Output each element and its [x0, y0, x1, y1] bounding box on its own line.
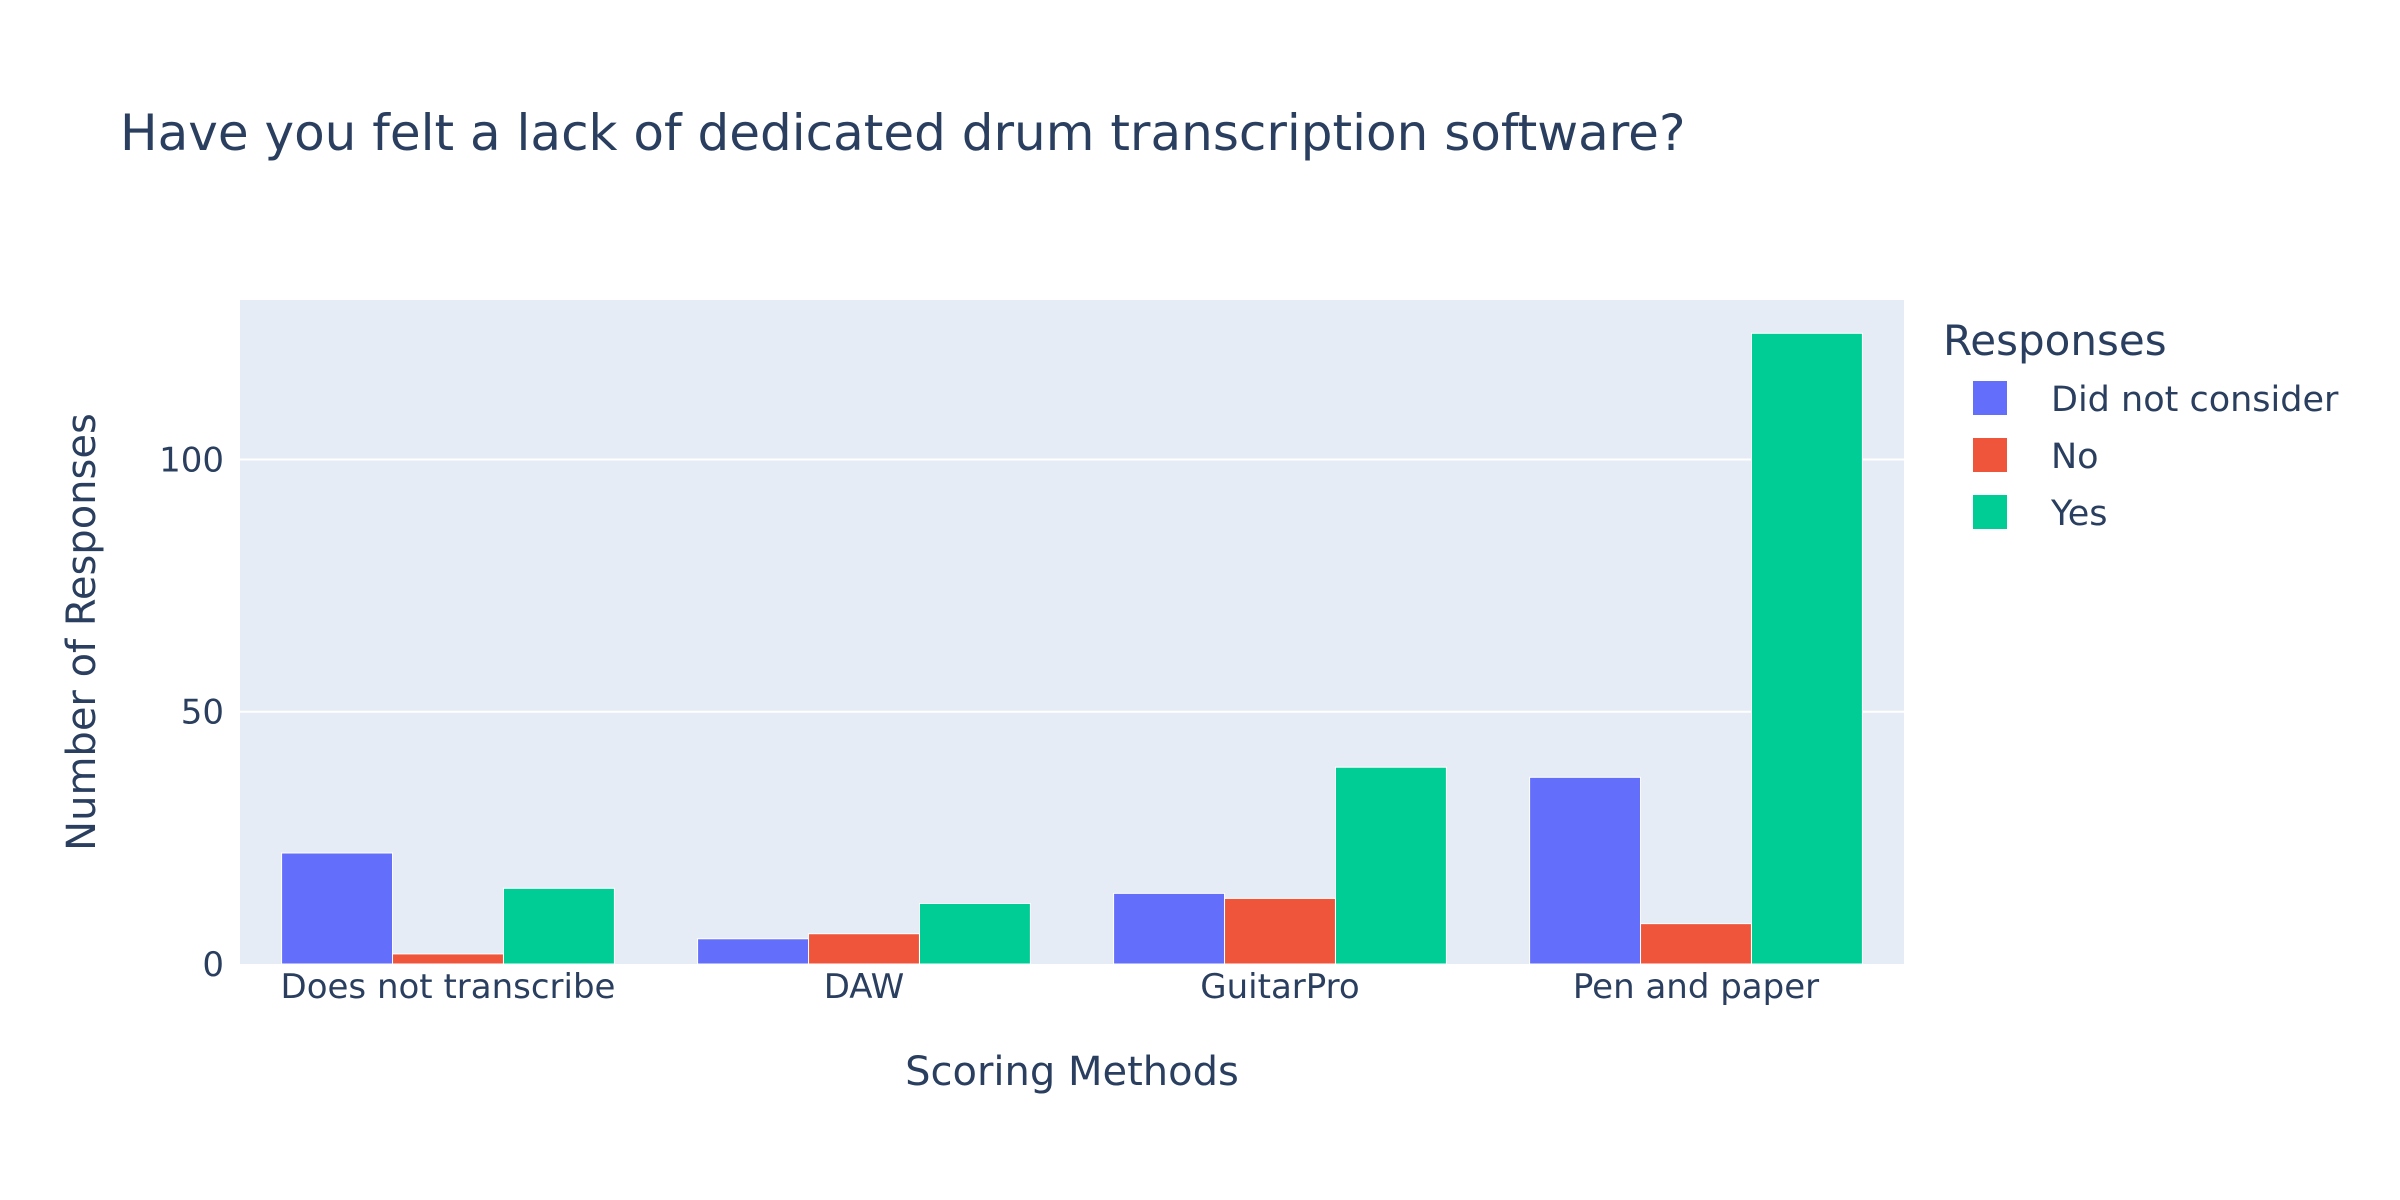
x-tick-label: GuitarPro — [1200, 967, 1359, 1007]
legend: Responses Did not consider No Yes — [1943, 316, 2339, 534]
legend-label: No — [2051, 437, 2099, 477]
legend-items: Did not consider No Yes — [1973, 380, 2339, 534]
y-axis-title: Number of Responses — [59, 413, 105, 851]
gridlines — [240, 458, 1904, 713]
bar-yes-does-not-transcribe[interactable] — [502, 887, 615, 965]
y-axis-ticks: 0 50 100 — [159, 440, 224, 985]
legend-item-no[interactable]: No — [1973, 437, 2099, 477]
bar-yes-daw[interactable] — [918, 902, 1031, 965]
legend-label: Yes — [2050, 494, 2108, 534]
legend-swatch — [1973, 438, 2007, 472]
y-tick-label: 0 — [202, 945, 224, 985]
plot-area — [240, 300, 1904, 964]
bars — [281, 332, 1863, 965]
bar-yes-pen-and-paper[interactable] — [1750, 332, 1863, 965]
legend-title: Responses — [1943, 316, 2167, 365]
legend-item-yes[interactable]: Yes — [1973, 494, 2108, 534]
bar-did-not-consider-does-not-transcribe[interactable] — [281, 852, 394, 965]
bar-no-pen-and-paper[interactable] — [1640, 923, 1752, 965]
x-axis-title: Scoring Methods — [905, 1049, 1239, 1095]
x-tick-label: DAW — [824, 967, 905, 1007]
chart-title: Have you felt a lack of dedicated drum t… — [120, 104, 1685, 162]
legend-swatch — [1973, 381, 2007, 415]
y-tick-label: 100 — [159, 440, 224, 480]
bar-yes-guitarpro[interactable] — [1334, 766, 1447, 965]
legend-label: Did not consider — [2051, 380, 2339, 420]
y-tick-label: 50 — [181, 693, 224, 733]
legend-item-did-not-consider[interactable]: Did not consider — [1973, 380, 2339, 420]
bar-did-not-consider-pen-and-paper[interactable] — [1529, 776, 1642, 965]
bar-did-not-consider-guitarpro[interactable] — [1113, 892, 1226, 965]
bar-no-guitarpro[interactable] — [1224, 897, 1336, 965]
bar-no-daw[interactable] — [808, 933, 920, 965]
x-tick-label: Pen and paper — [1573, 967, 1819, 1007]
bar-no-does-not-transcribe[interactable] — [392, 953, 504, 965]
x-axis-ticks: Does not transcribe DAW GuitarPro Pen and p… — [281, 967, 1820, 1007]
x-tick-label: Does not transcribe — [281, 967, 616, 1007]
legend-swatch — [1973, 495, 2007, 529]
bar-did-not-consider-daw[interactable] — [697, 938, 810, 965]
